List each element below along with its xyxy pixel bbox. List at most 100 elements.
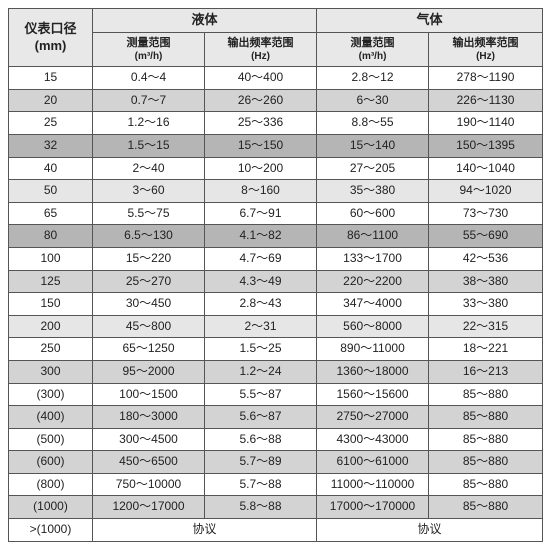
table-row: 150.4～440～4002.8～12278～1190 <box>9 67 543 90</box>
table-header: 仪表口径 (mm) 液体 气体 测量范围 (m³/h) 输出频率范围 (Hz) … <box>9 9 543 67</box>
cell-liquid-freq-lf: 5.8～88 <box>205 496 317 519</box>
col-header-liquid-freq: 输出频率范围 (Hz) <box>205 32 317 66</box>
cell-gas-freq-gf: 226～1130 <box>429 89 543 112</box>
table-row: 806.5～1304.1～8286～110055～690 <box>9 225 543 248</box>
cell-liquid-freq-lf: 5.5～87 <box>205 383 317 406</box>
cell-gas-freq-gf: 73～730 <box>429 202 543 225</box>
cell-diameter: 32 <box>9 134 93 157</box>
table-row: 20045～8002～31560～800022～315 <box>9 315 543 338</box>
diameter-unit: (mm) <box>11 38 90 55</box>
cell-gas-freq-gf: 85～880 <box>429 496 543 519</box>
table-row: 200.7～726～2606～30226～1130 <box>9 89 543 112</box>
cell-diameter: 40 <box>9 157 93 180</box>
cell-liquid-range-lr: 300～4500 <box>93 428 205 451</box>
cell-liquid-freq-lf: 40～400 <box>205 67 317 90</box>
cell-liquid-range-lr: 0.4～4 <box>93 67 205 90</box>
cell-gas-range-gr: 6～30 <box>317 89 429 112</box>
table-row: (400)180～30005.6～872750～2700085～880 <box>9 406 543 429</box>
cell-liquid-freq-lf: 5.6～87 <box>205 406 317 429</box>
cell-gas-range-gr: 4300～43000 <box>317 428 429 451</box>
col-header-liquid-range: 测量范围 (m³/h) <box>93 32 205 66</box>
cell-liquid-range-lr: 30～450 <box>93 293 205 316</box>
cell-diameter: (500) <box>9 428 93 451</box>
cell-liquid-freq-lf: 26～260 <box>205 89 317 112</box>
col-header-gas-freq: 输出频率范围 (Hz) <box>429 32 543 66</box>
table-body: 150.4～440～4002.8～12278～1190200.7～726～260… <box>9 67 543 541</box>
cell-liquid-range-lr: 3～60 <box>93 180 205 203</box>
cell-liquid-range-lr: 15～220 <box>93 247 205 270</box>
cell-diameter: 20 <box>9 89 93 112</box>
cell-liquid-range-lr: 1.2～16 <box>93 112 205 135</box>
cell-liquid-freq-lf: 4.7～69 <box>205 247 317 270</box>
cell-gas-range-gr: 60～600 <box>317 202 429 225</box>
cell-gas-freq-gf: 150～1395 <box>429 134 543 157</box>
cell-liquid-range-lr: 65～1250 <box>93 338 205 361</box>
cell-gas-range-gr: 6100～61000 <box>317 451 429 474</box>
cell-gas-range-gr: 1360～18000 <box>317 360 429 383</box>
cell-liquid-freq-lf: 6.7～91 <box>205 202 317 225</box>
cell-diameter: >(1000) <box>9 519 93 542</box>
cell-liquid-range-lr: 180～3000 <box>93 406 205 429</box>
cell-gas-range-gr: 2750～27000 <box>317 406 429 429</box>
cell-liquid-range-lr: 1200～17000 <box>93 496 205 519</box>
col-header-gas-range: 测量范围 (m³/h) <box>317 32 429 66</box>
cell-liquid-range-lr: 0.7～7 <box>93 89 205 112</box>
cell-gas-range-gr: 27～205 <box>317 157 429 180</box>
table-row: >(1000)协议协议 <box>9 519 543 542</box>
range-label: 测量范围 <box>319 36 426 50</box>
cell-gas-range-gr: 8.8～55 <box>317 112 429 135</box>
cell-gas-freq-gf: 278～1190 <box>429 67 543 90</box>
cell-liquid-freq-lf: 4.3～49 <box>205 270 317 293</box>
cell-liquid-merged: 协议 <box>93 519 317 542</box>
cell-diameter: (400) <box>9 406 93 429</box>
cell-liquid-range-lr: 2～40 <box>93 157 205 180</box>
cell-liquid-freq-lf: 2.8～43 <box>205 293 317 316</box>
cell-liquid-range-lr: 95～2000 <box>93 360 205 383</box>
cell-liquid-freq-lf: 2～31 <box>205 315 317 338</box>
table-row: (500)300～45005.6～884300～4300085～880 <box>9 428 543 451</box>
cell-diameter: 300 <box>9 360 93 383</box>
cell-diameter: 80 <box>9 225 93 248</box>
cell-gas-range-gr: 2.8～12 <box>317 67 429 90</box>
col-header-diameter: 仪表口径 (mm) <box>9 9 93 67</box>
col-group-gas: 气体 <box>317 9 543 33</box>
cell-gas-merged: 协议 <box>317 519 543 542</box>
cell-gas-range-gr: 35～380 <box>317 180 429 203</box>
cell-gas-freq-gf: 42～536 <box>429 247 543 270</box>
cell-gas-range-gr: 133～1700 <box>317 247 429 270</box>
cell-gas-freq-gf: 85～880 <box>429 406 543 429</box>
cell-gas-freq-gf: 85～880 <box>429 428 543 451</box>
cell-gas-range-gr: 220～2200 <box>317 270 429 293</box>
cell-liquid-freq-lf: 25～336 <box>205 112 317 135</box>
col-group-liquid: 液体 <box>93 9 317 33</box>
cell-gas-freq-gf: 18～221 <box>429 338 543 361</box>
cell-gas-range-gr: 347～4000 <box>317 293 429 316</box>
range-label: 测量范围 <box>95 36 202 50</box>
table-row: 503～608～16035～38094～1020 <box>9 180 543 203</box>
cell-liquid-range-lr: 5.5～75 <box>93 202 205 225</box>
cell-liquid-freq-lf: 5.6～88 <box>205 428 317 451</box>
range-unit: (m³/h) <box>319 50 426 63</box>
range-unit: (m³/h) <box>95 50 202 63</box>
table-row: 655.5～756.7～9160～60073～730 <box>9 202 543 225</box>
cell-liquid-range-lr: 750～10000 <box>93 473 205 496</box>
cell-diameter: 125 <box>9 270 93 293</box>
cell-liquid-freq-lf: 8～160 <box>205 180 317 203</box>
freq-label: 输出频率范围 <box>207 36 314 50</box>
freq-label: 输出频率范围 <box>431 36 540 50</box>
cell-liquid-freq-lf: 5.7～89 <box>205 451 317 474</box>
table-row: (800)750～100005.7～8811000～11000085～880 <box>9 473 543 496</box>
cell-liquid-freq-lf: 4.1～82 <box>205 225 317 248</box>
table-row: 12525～2704.3～49220～220038～380 <box>9 270 543 293</box>
cell-gas-freq-gf: 85～880 <box>429 473 543 496</box>
cell-gas-range-gr: 1560～15600 <box>317 383 429 406</box>
table-row: 15030～4502.8～43347～400033～380 <box>9 293 543 316</box>
cell-liquid-freq-lf: 10～200 <box>205 157 317 180</box>
cell-gas-freq-gf: 85～880 <box>429 383 543 406</box>
cell-gas-freq-gf: 190～1140 <box>429 112 543 135</box>
cell-liquid-range-lr: 1.5～15 <box>93 134 205 157</box>
cell-gas-range-gr: 560～8000 <box>317 315 429 338</box>
cell-diameter: 100 <box>9 247 93 270</box>
cell-diameter: 50 <box>9 180 93 203</box>
cell-liquid-range-lr: 45～800 <box>93 315 205 338</box>
